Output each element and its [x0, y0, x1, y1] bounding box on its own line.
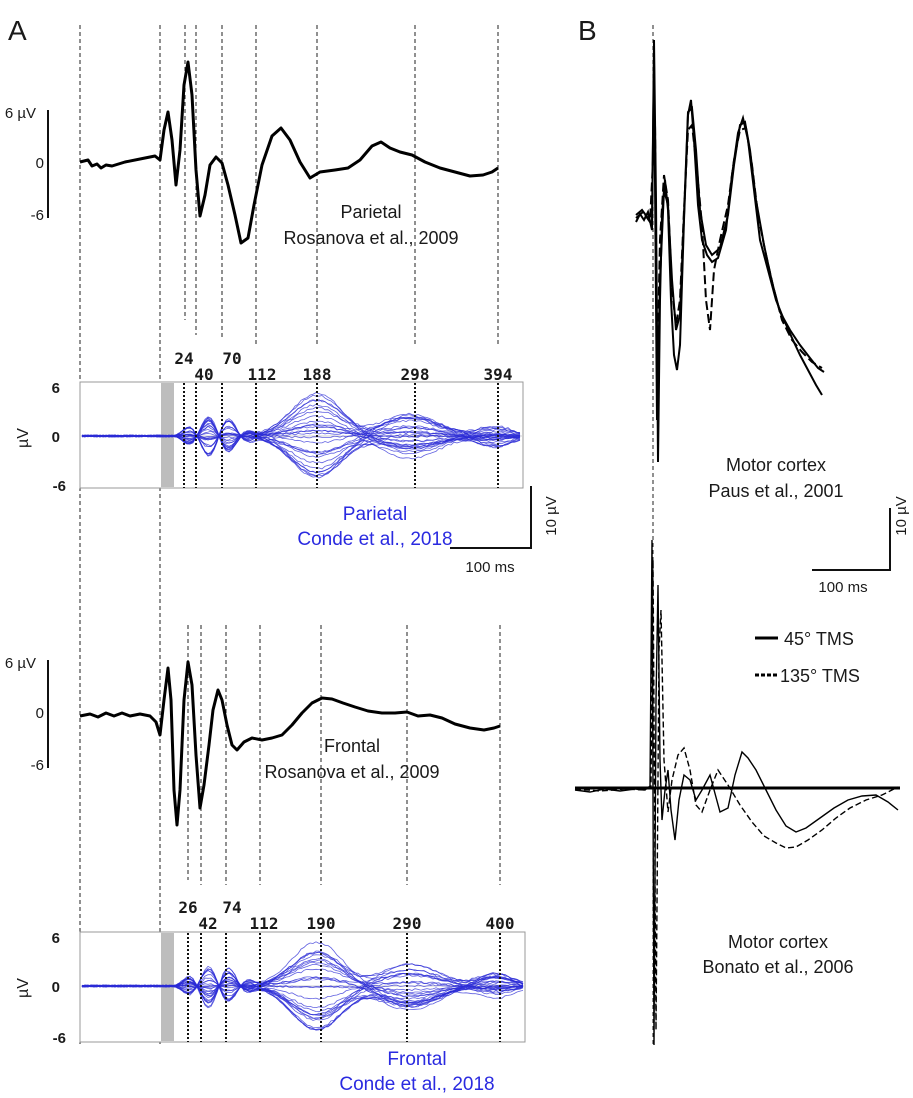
conde-parietal-traces: [81, 392, 521, 479]
bonato-citation: Bonato et al., 2006: [702, 957, 853, 977]
y-tick-0: 0: [36, 155, 44, 172]
y-tick-0: 0: [52, 979, 60, 996]
channel-trace: [81, 422, 520, 460]
paus-trace-45-a: [635, 39, 823, 463]
peak-label: 298: [401, 365, 430, 384]
y-tick-6: 6: [52, 930, 60, 947]
y-axis-label: µV: [15, 978, 32, 998]
peak-label: 26: [178, 898, 197, 917]
bonato-trace-135: [574, 559, 899, 1031]
legend-dashed-label: 135° TMS: [780, 666, 860, 686]
panel-a-label: A: [8, 15, 27, 46]
peak-label: 42: [198, 914, 217, 933]
y-tick-6: 6 µV: [5, 655, 36, 672]
bonato-region: Motor cortex: [728, 932, 828, 952]
y-axis-label: µV: [15, 428, 32, 448]
channel-trace: [81, 976, 524, 1020]
peak-label: 190: [307, 914, 336, 933]
peak-label: 112: [248, 365, 277, 384]
scale-y-label: 10 µV: [543, 496, 560, 536]
paus-trace-45-b: [635, 59, 825, 421]
frontal-conde-region: Frontal: [387, 1049, 446, 1070]
conde-frontal-traces: [81, 941, 524, 1031]
parietal-conde-citation: Conde et al., 2018: [297, 529, 452, 550]
peak-label: 290: [393, 914, 422, 933]
y-tick-neg6: -6: [53, 1030, 66, 1047]
tms-legend: 45° TMS 135° TMS: [755, 629, 860, 686]
y-tick-neg6: -6: [31, 207, 44, 224]
paus-trace-135: [635, 119, 823, 381]
parietal-rosanova-trace: [79, 60, 499, 245]
scale-y-label: 10 µV: [893, 496, 910, 536]
bonato-plot: Motor cortex Bonato et al., 2006: [574, 539, 900, 1046]
parietal-conde-region: Parietal: [343, 504, 407, 525]
y-tick-neg6: -6: [31, 757, 44, 774]
peak-label: 112: [250, 914, 279, 933]
y-tick-6: 6: [52, 380, 60, 397]
panel-b-label: B: [578, 15, 597, 46]
peak-label: 40: [194, 365, 213, 384]
peak-label: 394: [484, 365, 513, 384]
y-tick-0: 0: [52, 429, 60, 446]
y-tick-6: 6 µV: [5, 105, 36, 122]
bonato-trace-45: [574, 539, 899, 1046]
scale-x-label: 100 ms: [818, 579, 867, 596]
paus-citation: Paus et al., 2001: [708, 481, 843, 501]
panel-a-scale-bar: 10 µV 100 ms: [450, 486, 560, 576]
parietal-rosanova-plot: 6 µV 0 -6 Parietal Rosanova et al., 2009: [5, 60, 499, 248]
channel-trace: [81, 420, 521, 477]
frontal-rosanova-plot: 6 µV 0 -6 Frontal Rosanova et al., 2009: [5, 655, 501, 827]
peak-label: 74: [222, 898, 241, 917]
y-tick-neg6: -6: [53, 478, 66, 495]
frontal-rosanova-region: Frontal: [324, 736, 380, 756]
paus-plot: Motor cortex Paus et al., 2001: [635, 39, 844, 501]
parietal-rosanova-citation: Rosanova et al., 2009: [283, 228, 458, 248]
scale-x-label: 100 ms: [465, 559, 514, 576]
peak-label: 188: [303, 365, 332, 384]
paus-region: Motor cortex: [726, 455, 826, 475]
frontal-conde-plot: 26 42 74 112 190 290 400 6 0 -6 µV Front…: [15, 898, 526, 1095]
peak-label: 24: [174, 349, 193, 368]
parietal-conde-plot: 24 40 70 112 188 298 394 6 0 -6 µV Parie…: [15, 349, 524, 550]
peak-label: 400: [486, 914, 515, 933]
channel-trace: [81, 972, 524, 992]
frontal-rosanova-citation: Rosanova et al., 2009: [264, 762, 439, 782]
y-tick-0: 0: [36, 705, 44, 722]
legend-solid-label: 45° TMS: [784, 629, 854, 649]
frontal-rosanova-trace: [79, 660, 501, 827]
panel-b-scale-bar: 10 µV 100 ms: [812, 496, 910, 596]
frontal-conde-citation: Conde et al., 2018: [339, 1074, 494, 1095]
peak-label: 70: [222, 349, 241, 368]
parietal-rosanova-region: Parietal: [340, 202, 401, 222]
channel-trace: [81, 958, 524, 1004]
